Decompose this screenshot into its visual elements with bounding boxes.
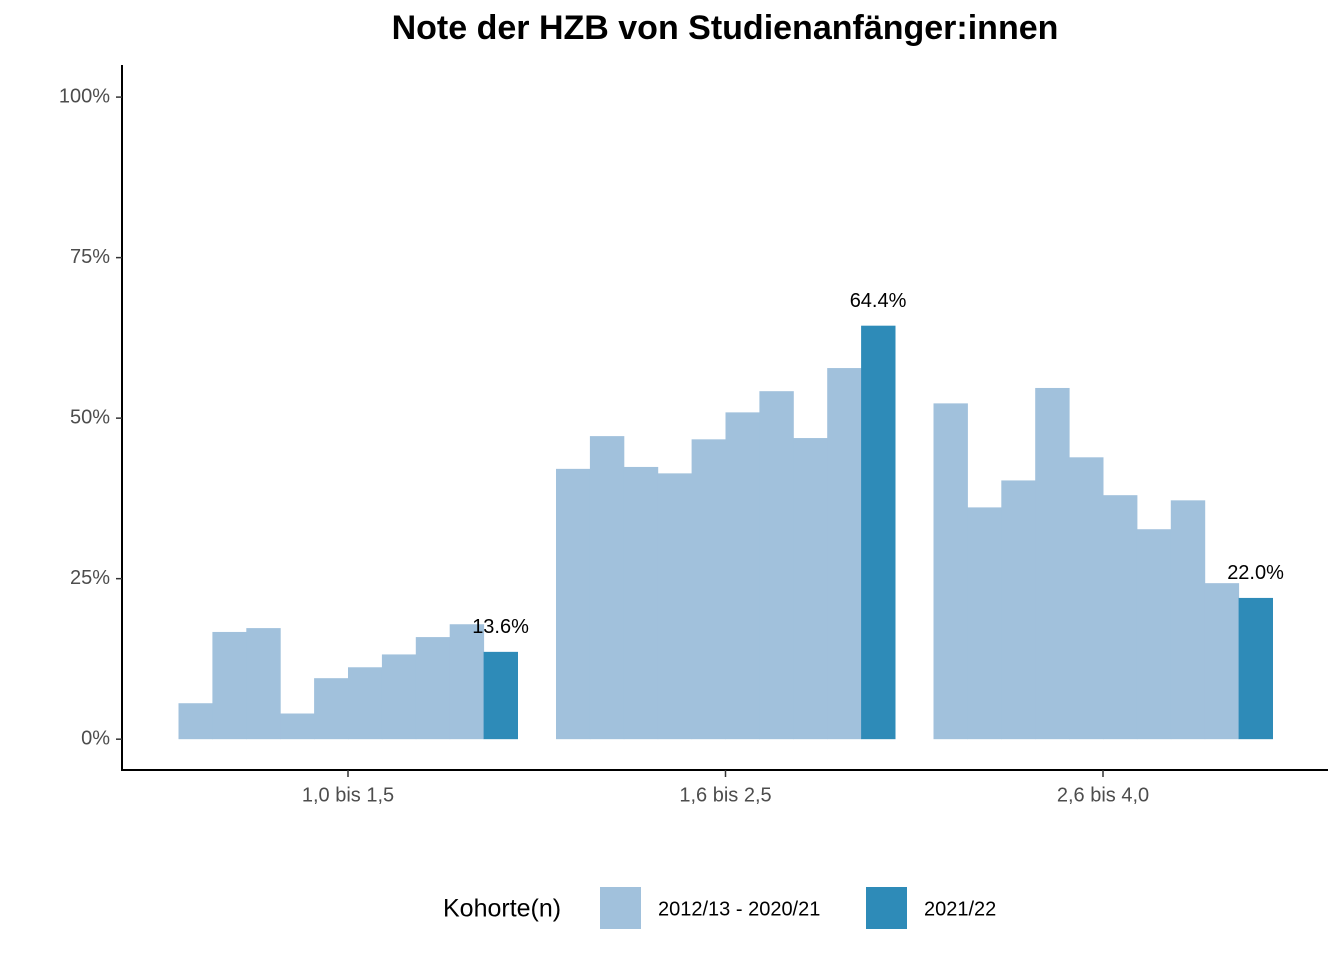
bar: [725, 412, 760, 740]
bar: [1069, 457, 1104, 740]
x-tick-label: 1,6 bis 2,5: [679, 784, 771, 806]
bar: [1204, 583, 1240, 740]
legend-swatch: [600, 887, 641, 929]
value-label: 64.4%: [850, 290, 907, 312]
bar: [589, 436, 625, 740]
value-label: 13.6%: [472, 616, 529, 638]
bar: [1001, 480, 1036, 740]
bar: [1136, 529, 1172, 740]
bar: [827, 368, 862, 740]
x-tick-label: 1,0 bis 1,5: [302, 784, 394, 806]
bar: [314, 678, 349, 740]
bar: [348, 667, 383, 740]
bar: [759, 391, 794, 740]
chart-title: Note der HZB von Studienanfänger:innen: [392, 9, 1059, 47]
bar: [212, 631, 247, 740]
legend-label: 2021/22: [924, 898, 996, 920]
y-tick-label: 75%: [70, 246, 110, 268]
bar: [246, 628, 281, 740]
bar: [861, 325, 896, 740]
y-tick-label: 50%: [70, 406, 110, 428]
bar: [1238, 597, 1273, 740]
y-tick-label: 0%: [81, 727, 110, 749]
bar: [623, 466, 659, 740]
bar: [933, 403, 968, 740]
bar: [793, 438, 828, 740]
y-tick-label: 25%: [70, 567, 110, 589]
bar: [415, 637, 451, 740]
x-tick-label: 2,6 bis 4,0: [1057, 784, 1149, 806]
bar: [967, 507, 1002, 740]
bar: [556, 468, 591, 740]
bar: [1035, 387, 1070, 740]
legend-title: Kohorte(n): [443, 895, 561, 923]
bar: [1170, 500, 1206, 740]
legend-swatch: [866, 887, 907, 929]
bar: [449, 624, 485, 740]
bar: [1103, 495, 1138, 740]
value-label: 22.0%: [1227, 562, 1284, 584]
bar: [280, 713, 315, 740]
bar: [381, 654, 417, 740]
bar: [691, 439, 726, 740]
bar: [657, 473, 693, 740]
y-tick-label: 100%: [59, 85, 110, 107]
bar: [178, 703, 213, 740]
bar: [483, 651, 518, 740]
legend-label: 2012/13 - 2020/21: [658, 898, 820, 920]
